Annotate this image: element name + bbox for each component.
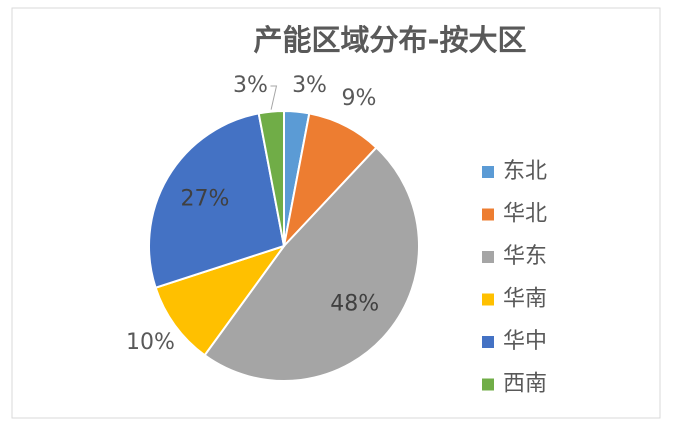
chart-title: 产能区域分布-按大区 (253, 23, 526, 57)
data-label: 10% (126, 330, 175, 355)
data-label: 9% (341, 86, 376, 111)
pie-slice (203, 146, 420, 382)
legend-swatch (482, 336, 494, 348)
legend-swatch (482, 293, 494, 306)
legend-label: 华中 (503, 329, 547, 354)
legend-label: 华南 (503, 287, 547, 312)
data-label: 3% (233, 73, 268, 98)
legend-label: 华东 (503, 244, 547, 269)
legend-label: 东北 (503, 159, 547, 184)
pie-slice (154, 244, 287, 357)
pie-slice (257, 109, 285, 247)
legend-swatch (482, 208, 494, 221)
legend-swatch (482, 166, 494, 178)
legend-swatch (482, 251, 494, 263)
legend-label: 西南 (503, 372, 547, 397)
data-label: 48% (330, 292, 379, 317)
legend-swatch (482, 378, 494, 391)
data-label: 3% (292, 73, 327, 98)
leader-line (270, 85, 278, 110)
pie-slice (148, 112, 286, 289)
data-label: 27% (181, 186, 230, 211)
legend-label: 华北 (503, 202, 547, 227)
